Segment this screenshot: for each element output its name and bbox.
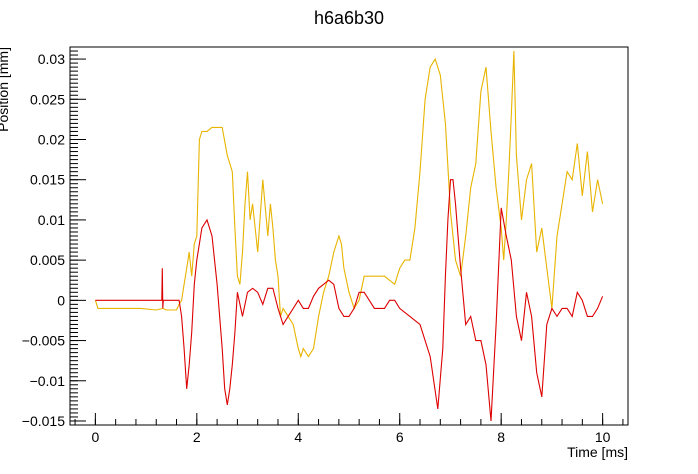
y-tick-label: −0.005	[22, 333, 65, 349]
series-line-red	[95, 179, 604, 422]
y-axis: −0.015 −0.01 −0.005 0 0.005 0.01 0.015 0.02 0.02…	[22, 46, 86, 429]
series-line-yellow	[94, 50, 604, 359]
chart-title: h6a6b30	[314, 8, 384, 28]
y-tick-label: −0.01	[30, 373, 66, 389]
y-tick-label: 0	[57, 292, 65, 308]
y-tick-label: −0.015	[22, 413, 65, 429]
x-tick-label: 10	[595, 429, 611, 445]
x-tick-label: 6	[396, 429, 404, 445]
series-layer	[94, 50, 604, 422]
x-tick-label: 4	[294, 429, 302, 445]
y-tick-label: 0.02	[38, 131, 65, 147]
x-tick-label: 8	[497, 429, 505, 445]
x-axis-title: Time [ms]	[567, 444, 628, 460]
x-axis: 0 2 4 6 8 10	[74, 413, 624, 445]
y-tick-label: 0.01	[38, 212, 65, 228]
y-tick-label: 0.005	[30, 252, 65, 268]
y-tick-label: 0.03	[38, 51, 65, 67]
y-tick-label: 0.025	[30, 91, 65, 107]
y-tick-label: 0.015	[30, 172, 65, 188]
x-tick-label: 2	[193, 429, 201, 445]
x-tick-label: 0	[91, 429, 99, 445]
y-axis-title: Position [mm]	[0, 47, 11, 132]
